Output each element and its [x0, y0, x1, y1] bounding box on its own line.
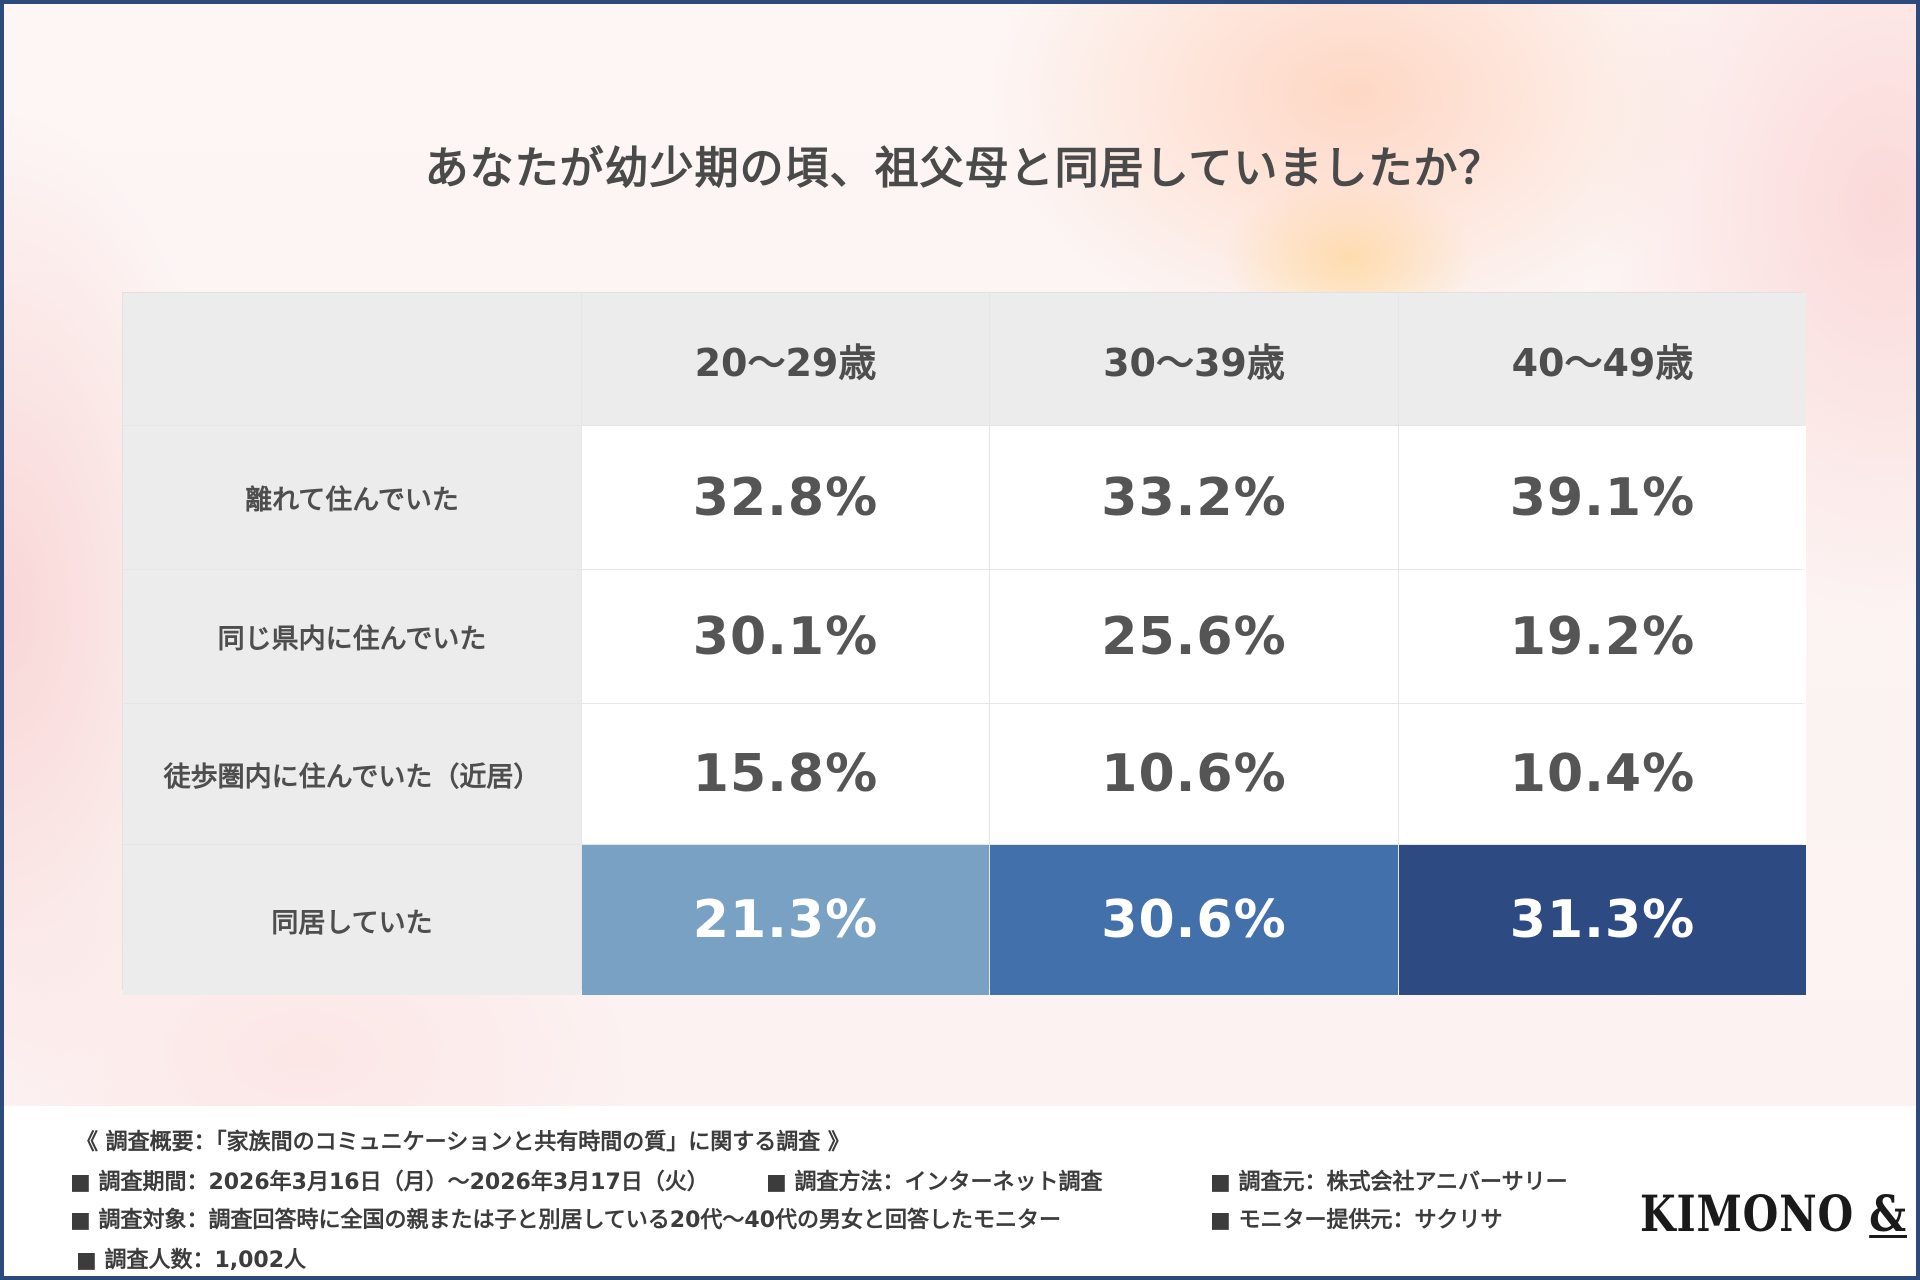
- data-table: 20～29歳 30～39歳 40～49歳 離れて住んでいた 32.8% 33.2…: [122, 292, 1806, 995]
- chart-title: あなたが幼少期の頃、祖父母と同居していましたか？: [424, 143, 1504, 194]
- value-same-prefecture-30s: 25.6%: [990, 570, 1398, 703]
- col-header-20s: 20～29歳: [582, 293, 989, 425]
- survey-target: ■ 調査対象：調査回答時に全国の親または子と別居している20代～40代の男女と回…: [70, 1208, 1062, 1233]
- row-label-walking-distance: 徒歩圏内に住んでいた（近居）: [123, 704, 581, 844]
- table-corner: [123, 293, 581, 425]
- value-separate-20s: 32.8%: [582, 426, 989, 569]
- value-same-prefecture-20s: 30.1%: [582, 570, 989, 703]
- value-walking-distance-20s: 15.8%: [582, 704, 989, 844]
- logo-text: KIMONO: [1640, 1184, 1855, 1243]
- value-separate-40s: 39.1%: [1399, 426, 1806, 569]
- survey-provider: ■ モニター提供元：サクリサ: [1210, 1208, 1503, 1233]
- survey-source: ■ 調査元：株式会社アニバーサリー: [1210, 1170, 1568, 1195]
- row-label-cohabiting: 同居していた: [123, 845, 581, 995]
- row-label-separate: 離れて住んでいた: [123, 426, 581, 569]
- kimono-logo: KIMONO &: [1640, 1184, 1907, 1243]
- value-separate-30s: 33.2%: [990, 426, 1398, 569]
- row-label-same-prefecture: 同じ県内に住んでいた: [123, 570, 581, 703]
- value-walking-distance-40s: 10.4%: [1399, 704, 1806, 844]
- survey-count: ■ 調査人数：1,002人: [76, 1248, 307, 1273]
- survey-period: ■ 調査期間：2026年3月16日（月）～2026年3月17日（火）: [70, 1170, 709, 1195]
- value-walking-distance-30s: 10.6%: [990, 704, 1398, 844]
- survey-footer: [4, 1106, 1916, 1276]
- value-cohabiting-20s: 21.3%: [582, 845, 989, 995]
- survey-heading: 《 調査概要：「家族間のコミュニケーションと共有時間の質」に関する調査 》: [76, 1130, 850, 1155]
- value-same-prefecture-40s: 19.2%: [1399, 570, 1806, 703]
- col-header-30s: 30～39歳: [990, 293, 1398, 425]
- logo-ampersand: &: [1869, 1184, 1907, 1243]
- survey-method: ■ 調査方法：インターネット調査: [766, 1170, 1103, 1195]
- value-cohabiting-30s: 30.6%: [990, 845, 1398, 995]
- col-header-40s: 40～49歳: [1399, 293, 1806, 425]
- value-cohabiting-40s: 31.3%: [1399, 845, 1806, 995]
